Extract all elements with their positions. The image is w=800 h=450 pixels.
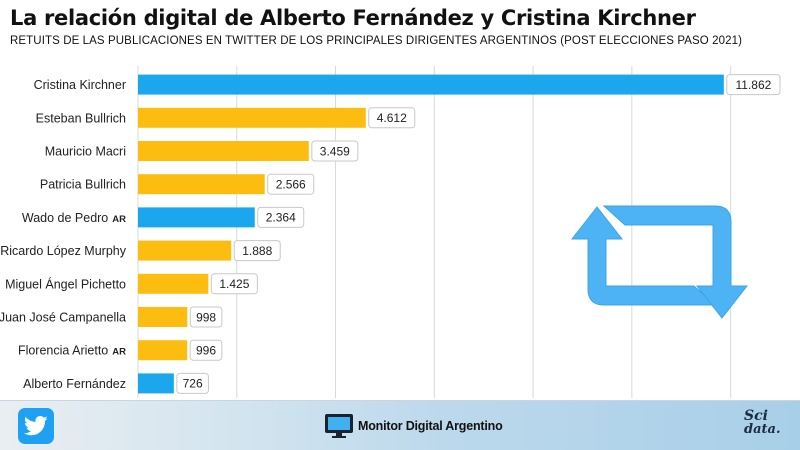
retweet-icon bbox=[570, 205, 749, 319]
category-name: Mauricio Macri bbox=[45, 145, 126, 159]
category-label: Patricia Bullrich bbox=[40, 178, 126, 192]
value-labels: 11.862 4.612 3.459 2.566 2.364 1.888 1.425 998 9… bbox=[176, 74, 781, 394]
value-label-box bbox=[257, 206, 305, 228]
scidata-logo: Sci data. bbox=[744, 409, 784, 437]
category-label: Florencia Arietto AR bbox=[18, 344, 126, 358]
value-label: 726 bbox=[183, 377, 203, 391]
bar bbox=[138, 107, 366, 128]
value-label-box bbox=[210, 273, 258, 295]
footer-bar: Monitor Digital Argentino Sci data. bbox=[0, 400, 800, 450]
value-label: 2.566 bbox=[276, 178, 306, 192]
value-label: 4.612 bbox=[377, 111, 407, 125]
category-name: Alberto Fernández bbox=[23, 377, 126, 391]
bar bbox=[138, 307, 188, 327]
bar bbox=[138, 74, 724, 95]
bar bbox=[138, 141, 309, 161]
value-label: 1.888 bbox=[242, 244, 272, 258]
category-suffix: AR bbox=[112, 347, 126, 358]
value-label-box bbox=[176, 372, 209, 394]
bar bbox=[138, 207, 255, 228]
bar bbox=[138, 373, 174, 394]
value-label-box bbox=[189, 339, 223, 361]
value-label-box bbox=[368, 107, 416, 129]
category-name: Miguel Ángel Pichetto bbox=[5, 276, 126, 291]
value-label: 998 bbox=[196, 310, 216, 324]
value-label: 996 bbox=[196, 344, 216, 358]
bars-group bbox=[138, 74, 724, 394]
category-label: Mauricio Macri bbox=[45, 145, 126, 159]
monitor-icon bbox=[325, 414, 353, 438]
bar bbox=[138, 174, 265, 195]
value-label: 1.425 bbox=[219, 277, 249, 291]
value-label: 3.459 bbox=[320, 144, 350, 158]
brand-name: Monitor Digital Argentino bbox=[358, 419, 503, 433]
category-label: Miguel Ángel Pichetto bbox=[5, 276, 126, 291]
category-name: Florencia Arietto bbox=[18, 344, 108, 358]
category-label: Cristina Kirchner bbox=[34, 78, 126, 92]
category-name: Cristina Kirchner bbox=[34, 78, 126, 92]
scidata-logo-line1: Sci bbox=[744, 408, 768, 424]
category-name: Ricardo López Murphy bbox=[0, 244, 127, 258]
category-name: Patricia Bullrich bbox=[40, 178, 126, 192]
chart-subtitle: RETUITS DE LAS PUBLICACIONES EN TWITTER … bbox=[10, 35, 743, 47]
bar-chart: Cristina Kirchner Esteban Bullrich Maurici… bbox=[0, 66, 781, 398]
brand-logo: Monitor Digital Argentino bbox=[324, 411, 503, 441]
category-labels: Cristina Kirchner Esteban Bullrich Maurici… bbox=[0, 78, 127, 391]
value-label-box bbox=[189, 306, 223, 328]
bar bbox=[138, 340, 188, 361]
category-suffix: AR bbox=[112, 214, 126, 225]
bar bbox=[138, 240, 232, 261]
category-name: Juan José Campanella bbox=[0, 311, 126, 325]
category-label: Juan José Campanella bbox=[0, 311, 126, 325]
scidata-logo-line2: data. bbox=[744, 422, 781, 437]
category-label: Ricardo López Murphy bbox=[0, 244, 127, 258]
value-label: 11.862 bbox=[735, 78, 771, 92]
category-name: Esteban Bullrich bbox=[36, 111, 126, 125]
value-label-box bbox=[267, 173, 315, 195]
chart-title: La relación digital de Alberto Fernández… bbox=[10, 6, 696, 30]
bar bbox=[138, 273, 209, 294]
category-name: Wado de Pedro bbox=[22, 211, 108, 225]
value-label-box bbox=[311, 140, 359, 162]
value-label: 2.364 bbox=[266, 211, 296, 225]
value-label-box bbox=[726, 74, 781, 96]
category-label: Esteban Bullrich bbox=[36, 111, 126, 125]
value-label-box bbox=[233, 240, 281, 262]
category-label: Alberto Fernández bbox=[23, 377, 126, 391]
category-label: Wado de Pedro AR bbox=[22, 211, 126, 225]
twitter-icon bbox=[18, 408, 54, 444]
